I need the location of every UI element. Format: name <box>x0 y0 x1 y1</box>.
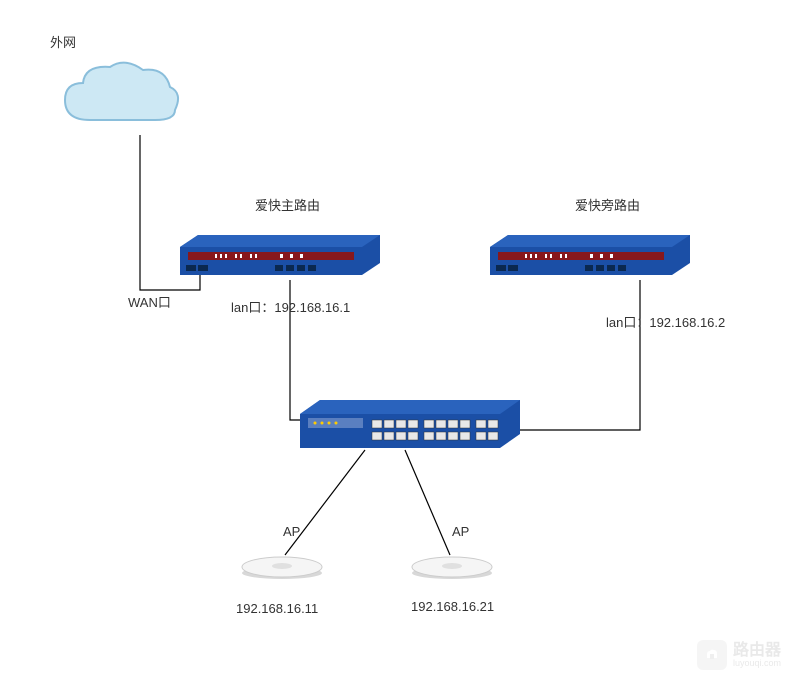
ap-right-label-top: AP <box>452 524 469 539</box>
main-router-wan-label: WAN口 <box>128 292 171 311</box>
main-router-lan-label: lan口：192.168.16.1 <box>231 297 350 316</box>
ap-left-label-top: AP <box>283 524 300 539</box>
cloud-icon <box>55 55 185 135</box>
watermark-icon <box>697 640 727 670</box>
ap-right-label-bottom: 192.168.16.21 <box>411 599 494 614</box>
line-switch-to-ap-right <box>405 450 450 555</box>
ap-left <box>240 555 325 580</box>
side-router-label: 爱快旁路由 <box>575 195 640 214</box>
side-router <box>490 235 690 277</box>
main-router <box>180 235 380 277</box>
ap-right <box>410 555 495 580</box>
network-switch <box>300 400 520 450</box>
line-switch-to-ap-left <box>285 450 365 555</box>
watermark: 路由器 luyouqi.com <box>697 640 781 670</box>
ap-left-label-bottom: 192.168.16.11 <box>236 601 318 616</box>
watermark-text: 路由器 <box>733 643 781 659</box>
main-router-label: 爱快主路由 <box>255 195 320 214</box>
watermark-url: luyouqi.com <box>733 659 781 668</box>
cloud-label: 外网 <box>50 32 76 51</box>
side-router-lan-label: lan口：192.168.16.2 <box>606 312 725 331</box>
